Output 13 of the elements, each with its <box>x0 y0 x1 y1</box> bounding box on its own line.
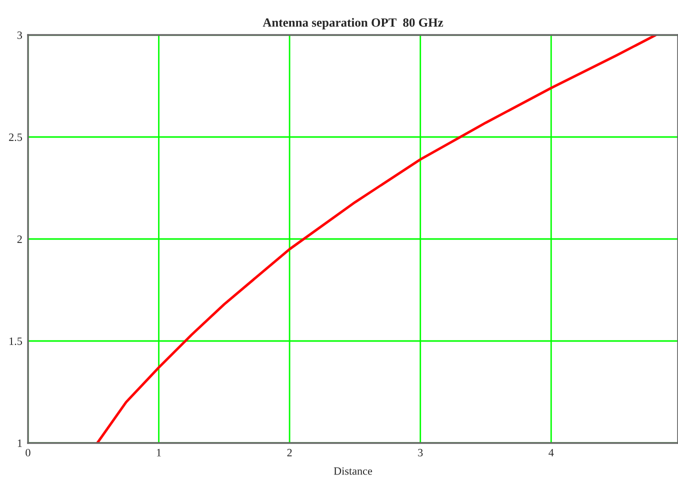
x-tick-label: 2 <box>287 448 292 456</box>
y-tick-label: 3 <box>17 31 22 39</box>
y-tick-label: 2 <box>17 235 22 243</box>
x-tick-label: 4 <box>548 448 554 456</box>
y-tick-label: 1 <box>18 440 22 447</box>
x-tick-label: 0 <box>26 448 30 456</box>
line-series <box>96 35 658 443</box>
x-tick-label: 1 <box>156 448 161 456</box>
y-tick-label: 1.5 <box>10 338 22 346</box>
y-tick-label: 2.5 <box>9 133 22 142</box>
x-tick-label: 3 <box>418 448 423 456</box>
x-axis-title: Distance <box>334 467 372 475</box>
chart-title: Antenna separation OPT 80 GHz <box>262 18 444 30</box>
